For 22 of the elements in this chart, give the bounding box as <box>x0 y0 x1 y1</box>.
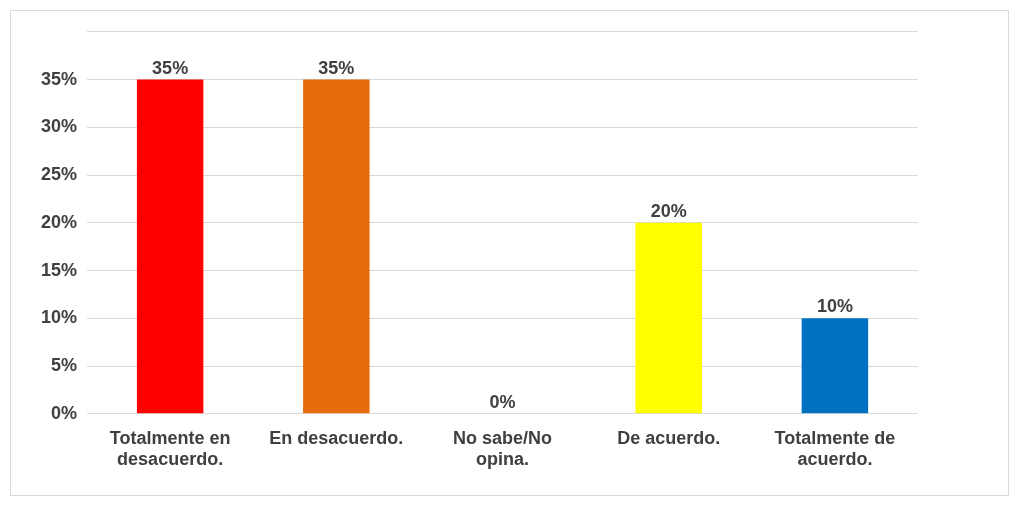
y-tick-label: 10% <box>41 307 78 328</box>
y-tick-label: 15% <box>41 259 78 280</box>
bar <box>303 79 370 414</box>
data-label: 20% <box>650 200 687 221</box>
y-tick-label: 35% <box>41 68 78 89</box>
bar <box>136 79 204 414</box>
data-label: 35% <box>318 57 355 78</box>
y-tick-label: 20% <box>41 211 78 232</box>
data-label: 10% <box>816 296 853 317</box>
x-tick-label: No sabe/No opina. <box>453 427 553 470</box>
data-label: 35% <box>152 57 189 78</box>
y-tick-label: 30% <box>41 116 78 137</box>
data-label: 0% <box>489 391 516 412</box>
y-tick-label: 0% <box>51 402 78 423</box>
x-tick-label: Totalmente de acuerdo. <box>774 427 896 470</box>
x-tick-label: En desacuerdo. <box>269 427 404 448</box>
y-tick-label: 25% <box>41 164 78 185</box>
x-tick-label: De acuerdo. <box>617 427 721 448</box>
x-tick-label: Totalmente en desacuerdo. <box>109 427 231 470</box>
y-tick-label: 5% <box>51 355 78 376</box>
bar <box>801 318 869 414</box>
bar <box>635 222 702 414</box>
